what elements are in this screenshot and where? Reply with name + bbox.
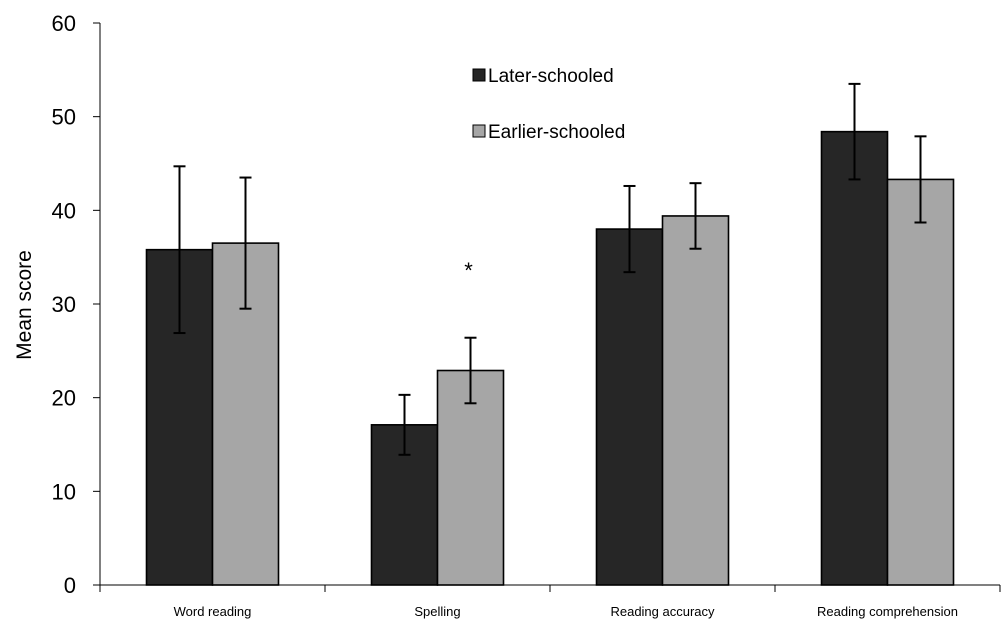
legend-label: Later-schooled xyxy=(488,66,614,87)
y-tick-label: 60 xyxy=(52,11,76,36)
bar xyxy=(595,228,664,586)
y-tick-label: 0 xyxy=(64,573,76,598)
bar xyxy=(436,369,505,586)
x-tick-label: Spelling xyxy=(414,604,460,619)
significance-asterisk: * xyxy=(464,258,473,283)
y-tick-label: 50 xyxy=(52,105,76,130)
annotations-group: * xyxy=(464,258,473,283)
y-axis-title: Mean score xyxy=(13,250,36,360)
bar xyxy=(661,215,730,586)
x-tick-label: Reading accuracy xyxy=(610,604,715,619)
bar xyxy=(886,178,955,586)
y-tick-label: 30 xyxy=(52,292,76,317)
bars-group xyxy=(145,130,955,586)
x-ticks-group: Word reading Spelling Reading accuracy Read… xyxy=(99,585,1001,619)
y-ticks-group: 0 10 20 30 40 50 60 xyxy=(52,11,100,598)
x-tick-label: Word reading xyxy=(174,604,252,619)
y-tick-label: 10 xyxy=(52,479,76,504)
bar xyxy=(820,130,889,586)
legend: Later-schooled Earlier-schooled xyxy=(472,66,625,143)
legend-label: Earlier-schooled xyxy=(488,122,625,143)
y-tick-label: 20 xyxy=(52,386,76,411)
x-tick-label: Reading comprehension xyxy=(817,604,958,619)
legend-swatch xyxy=(472,124,486,138)
y-tick-label: 40 xyxy=(52,198,76,223)
legend-swatch xyxy=(472,68,486,82)
error-bars-group xyxy=(173,82,927,456)
